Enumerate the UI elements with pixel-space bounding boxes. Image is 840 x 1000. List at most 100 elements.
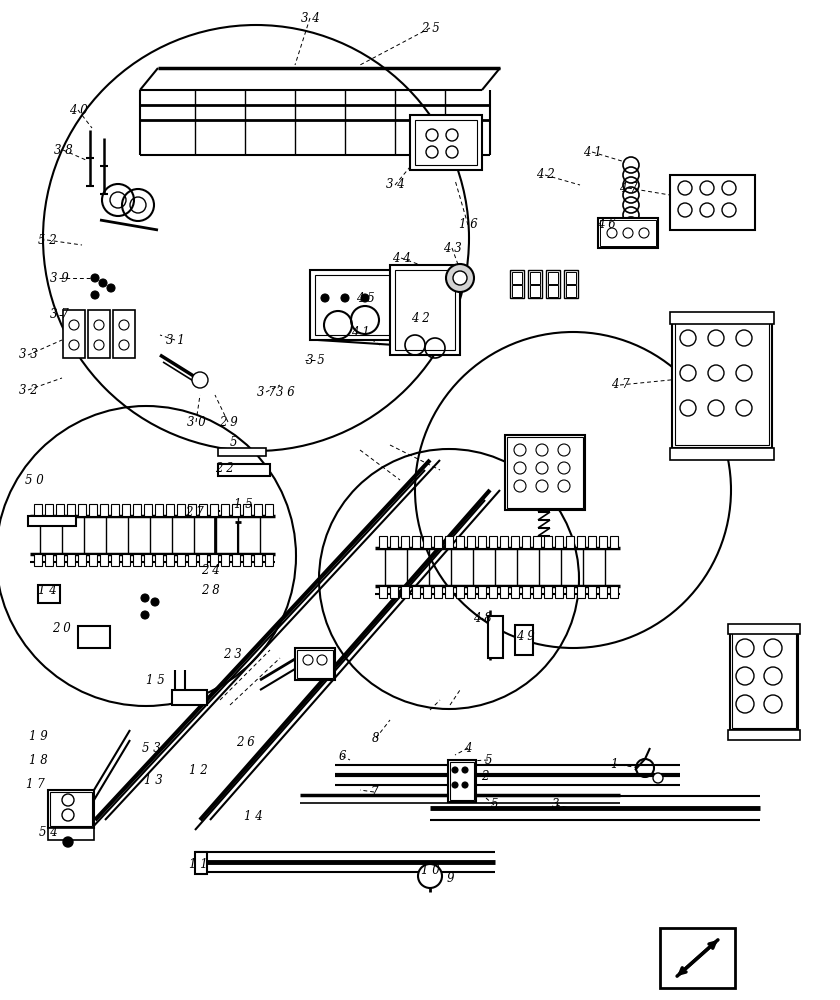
Text: 3: 3 <box>552 798 559 812</box>
Circle shape <box>91 291 99 299</box>
Text: 2 7: 2 7 <box>185 506 203 520</box>
Circle shape <box>653 773 663 783</box>
Bar <box>507 437 583 508</box>
Circle shape <box>192 372 208 388</box>
Bar <box>243 554 251 566</box>
Text: 4 7: 4 7 <box>611 378 629 391</box>
Text: 3 3: 3 3 <box>18 349 37 361</box>
Bar <box>199 504 207 516</box>
Bar <box>598 218 658 248</box>
Bar <box>122 504 130 516</box>
Bar <box>445 536 453 548</box>
Text: 3 6: 3 6 <box>276 385 294 398</box>
Bar <box>199 554 207 566</box>
Bar <box>610 586 618 598</box>
Circle shape <box>680 400 696 416</box>
Bar <box>122 554 130 566</box>
Bar <box>243 504 251 516</box>
Bar <box>670 175 755 230</box>
Bar <box>210 554 218 566</box>
Bar <box>533 586 541 598</box>
Bar <box>133 504 141 516</box>
Bar <box>566 285 576 297</box>
Bar <box>510 270 524 298</box>
Bar <box>728 730 800 740</box>
Text: 4 2: 4 2 <box>411 312 429 324</box>
Circle shape <box>722 203 736 217</box>
Bar <box>254 504 262 516</box>
Circle shape <box>558 462 570 474</box>
Bar <box>467 586 475 598</box>
Bar <box>50 792 92 826</box>
Bar <box>505 435 585 510</box>
Text: 1 4: 1 4 <box>38 584 56 596</box>
Bar <box>48 828 94 840</box>
Bar <box>188 554 196 566</box>
Bar <box>588 536 596 548</box>
Bar <box>88 310 110 358</box>
Bar <box>515 625 533 655</box>
Circle shape <box>639 228 649 238</box>
Bar <box>478 536 486 548</box>
Text: 1 5: 1 5 <box>234 498 252 512</box>
Bar <box>113 310 135 358</box>
Bar <box>548 272 558 284</box>
Bar <box>89 554 97 566</box>
Bar <box>412 536 420 548</box>
Circle shape <box>91 274 99 282</box>
Bar <box>434 536 442 548</box>
Bar <box>728 624 800 634</box>
Text: 2 9: 2 9 <box>218 416 238 428</box>
Bar <box>218 448 266 456</box>
Circle shape <box>680 330 696 346</box>
Text: 9: 9 <box>446 871 454 884</box>
Circle shape <box>418 864 442 888</box>
Text: 2: 2 <box>481 770 489 782</box>
Text: 1 9: 1 9 <box>29 730 47 742</box>
Circle shape <box>446 129 458 141</box>
Bar <box>45 504 53 516</box>
Circle shape <box>700 203 714 217</box>
Circle shape <box>69 340 79 350</box>
Circle shape <box>558 480 570 492</box>
Text: 4 4: 4 4 <box>391 251 411 264</box>
Circle shape <box>426 129 438 141</box>
Bar <box>555 536 563 548</box>
Circle shape <box>94 320 104 330</box>
Bar <box>155 554 163 566</box>
Circle shape <box>736 695 754 713</box>
Circle shape <box>736 330 752 346</box>
Bar <box>675 321 769 445</box>
Bar <box>254 554 262 566</box>
Text: 1: 1 <box>610 758 617 770</box>
Bar <box>467 536 475 548</box>
Bar <box>511 536 519 548</box>
Text: 1 1: 1 1 <box>189 858 207 871</box>
Circle shape <box>69 320 79 330</box>
Text: 4 1: 4 1 <box>350 326 370 338</box>
Text: 3 5: 3 5 <box>306 354 324 366</box>
Bar <box>155 504 163 516</box>
Text: 7: 7 <box>370 786 378 798</box>
Bar <box>423 586 431 598</box>
Bar <box>315 275 390 335</box>
Bar <box>566 272 576 284</box>
Text: 2 6: 2 6 <box>236 736 255 750</box>
Bar <box>500 536 508 548</box>
Circle shape <box>462 782 468 788</box>
Circle shape <box>63 837 73 847</box>
Circle shape <box>119 320 129 330</box>
Circle shape <box>452 767 458 773</box>
Circle shape <box>426 146 438 158</box>
Text: 4 2: 4 2 <box>536 168 554 182</box>
Bar <box>34 504 42 516</box>
Circle shape <box>736 667 754 685</box>
Bar <box>390 536 398 548</box>
Text: 3 9: 3 9 <box>50 271 68 284</box>
Bar <box>232 504 240 516</box>
Bar <box>48 790 94 828</box>
Text: 4: 4 <box>465 742 472 754</box>
Circle shape <box>536 444 548 456</box>
Circle shape <box>678 181 692 195</box>
Bar <box>67 554 75 566</box>
